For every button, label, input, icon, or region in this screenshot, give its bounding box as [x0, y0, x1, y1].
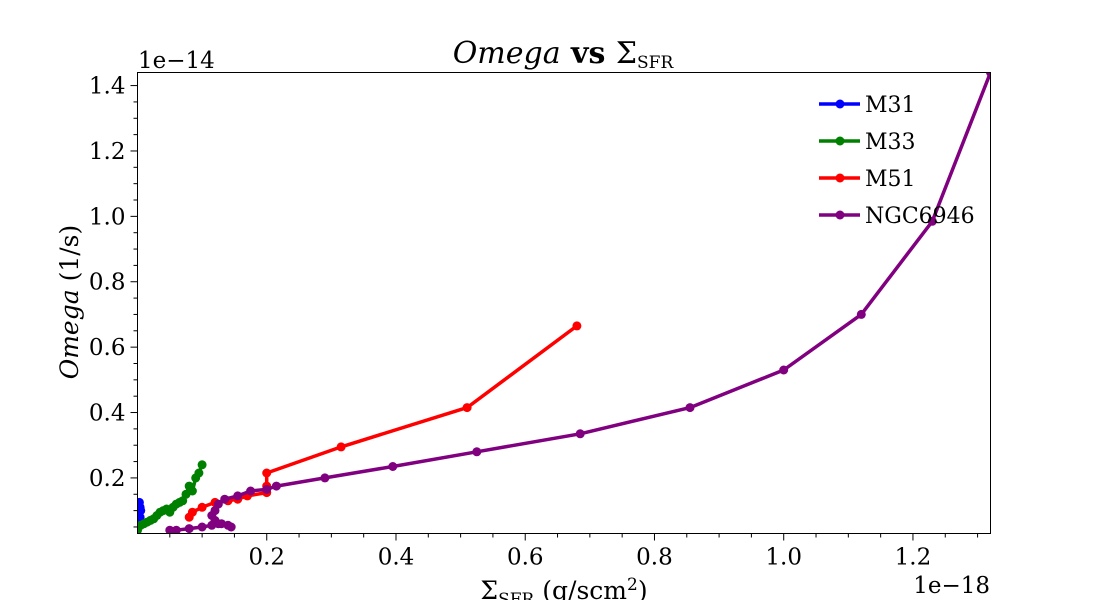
- data-point-m51: [462, 403, 472, 413]
- legend-label: M31: [865, 93, 916, 118]
- legend-label: M51: [865, 167, 916, 192]
- legend-item-ngc6946: NGC6946: [819, 204, 975, 229]
- y-tick-label: 0.2: [89, 466, 126, 492]
- axis-ticks: 0.2 0.4 0.6 0.8 1.0 1.2 0.2 0.4 0.6 0.8 1.0 1.2 1.4: [89, 74, 979, 571]
- legend-item-m51: M51: [819, 167, 916, 192]
- data-point-ngc6946: [233, 491, 243, 501]
- x-tick-label: 1.0: [765, 545, 802, 571]
- data-point-ngc6946: [986, 72, 991, 77]
- x-tick-label: 0.4: [378, 545, 415, 571]
- data-point-ngc6946: [226, 522, 236, 532]
- x-tick-label: 0.8: [636, 545, 673, 571]
- data-point-ngc6946: [220, 494, 230, 504]
- data-point-ngc6946: [685, 403, 695, 413]
- x-offset-label: 1e−18: [913, 573, 990, 599]
- data-point-ngc6946: [171, 525, 181, 534]
- data-point-m51: [197, 502, 207, 512]
- data-point-ngc6946: [856, 309, 866, 319]
- data-point-m33: [197, 460, 207, 470]
- y-tick-label: 1.0: [89, 204, 126, 230]
- legend: M31 M33 M51 NGC6946: [819, 93, 975, 229]
- legend-swatch-marker: [835, 136, 845, 146]
- data-point-ngc6946: [184, 524, 194, 534]
- legend-label: M33: [865, 130, 916, 155]
- data-point-ngc6946: [213, 499, 223, 509]
- series-ngc6946: [165, 72, 991, 534]
- legend-item-m31: M31: [819, 93, 916, 118]
- y-axis-label: Omega (1/s): [55, 225, 84, 380]
- data-point-m33: [187, 486, 197, 496]
- chart-title: Omega vs ΣSFR: [453, 36, 675, 73]
- legend-swatch-marker: [835, 173, 845, 183]
- y-tick-label: 0.8: [89, 270, 126, 296]
- legend-swatch-marker: [835, 99, 845, 109]
- x-tick-label: 0.6: [507, 545, 544, 571]
- legend-item-m33: M33: [819, 130, 916, 155]
- data-point-ngc6946: [197, 522, 207, 532]
- y-tick-label: 1.4: [89, 74, 126, 100]
- data-point-ngc6946: [320, 473, 330, 483]
- data-point-ngc6946: [388, 462, 398, 471]
- legend-swatch-marker: [835, 210, 845, 220]
- y-offset-label: 1e−14: [138, 48, 215, 74]
- data-point-ngc6946: [472, 447, 482, 457]
- data-point-ngc6946: [779, 365, 789, 375]
- y-tick-label: 1.2: [89, 139, 126, 165]
- data-point-m51: [262, 468, 272, 478]
- x-axis-label: ΣSFR (g/scm2): [480, 575, 647, 600]
- data-point-m51: [336, 442, 346, 452]
- x-tick-label: 1.2: [895, 545, 932, 571]
- data-point-m31: [137, 506, 144, 516]
- plot-frame: [137, 72, 991, 534]
- x-tick-label: 0.2: [248, 545, 285, 571]
- data-point-ngc6946: [271, 481, 281, 491]
- data-point-ngc6946: [927, 216, 937, 226]
- y-tick-label: 0.6: [89, 335, 126, 361]
- data-point-ngc6946: [262, 484, 272, 494]
- data-point-ngc6946: [575, 429, 585, 439]
- plot-area: [137, 72, 991, 534]
- series-m33: [137, 460, 207, 534]
- data-point-m51: [572, 321, 582, 331]
- data-point-m51: [187, 507, 197, 517]
- data-point-m31: [137, 497, 144, 507]
- data-point-ngc6946: [246, 486, 256, 496]
- legend-label: NGC6946: [865, 204, 975, 229]
- y-tick-label: 0.4: [89, 401, 126, 427]
- data-point-m33: [194, 468, 204, 478]
